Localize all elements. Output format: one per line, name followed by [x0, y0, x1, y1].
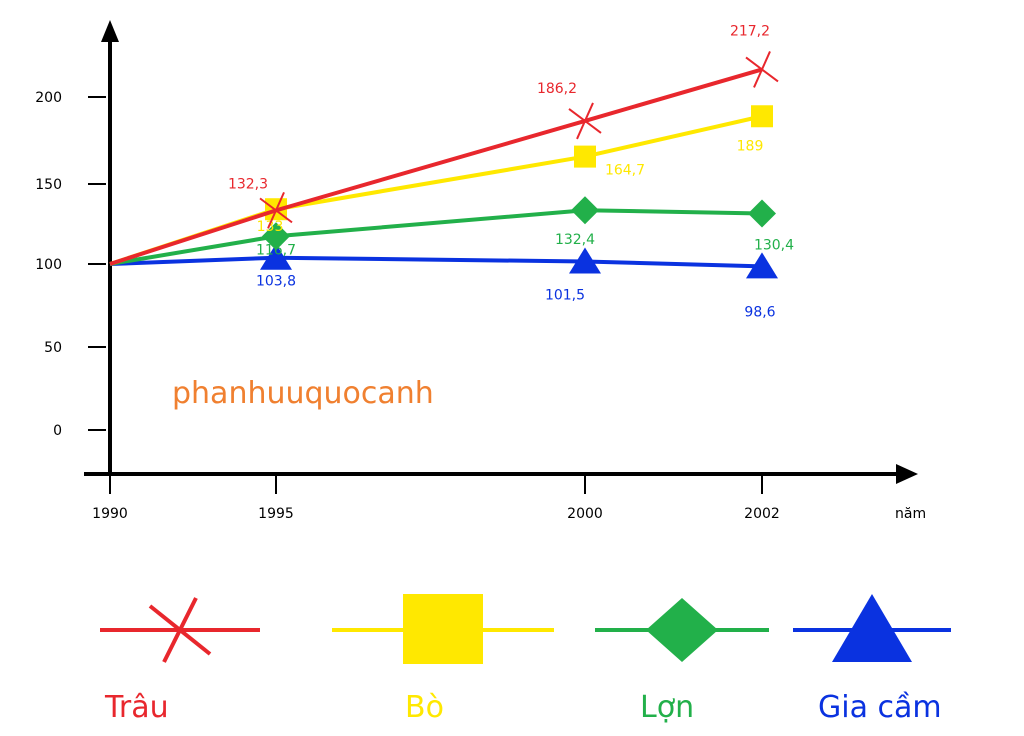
legend: Trâu Bò Lợn Gia cầm: [100, 594, 951, 725]
x-tick-label: 1995: [258, 506, 294, 522]
legend-label: Bò: [405, 690, 444, 725]
data-label: 189: [737, 138, 764, 154]
marker-x: [753, 51, 771, 88]
legend-marker: [646, 598, 718, 662]
data-label: 132,3: [228, 176, 268, 192]
y-tick-label: 100: [35, 257, 62, 273]
legend-label: Gia cầm: [818, 690, 942, 725]
data-label: 164,7: [605, 163, 645, 179]
marker-triangle: [569, 247, 601, 274]
x-axis-label: năm: [895, 506, 926, 522]
data-label: 103,8: [256, 274, 296, 290]
series-1: 133 164,7 189: [109, 105, 773, 266]
series-group: 103,8 101,5 98,6 116,7 132,4 130,4 133 164,7 189…: [109, 23, 794, 320]
data-label: 116,7: [256, 242, 296, 258]
x-tick-label: 1990: [92, 506, 128, 522]
data-label: 98,6: [744, 304, 775, 320]
marker-diamond: [571, 196, 599, 225]
legend-item: Gia cầm: [793, 594, 951, 725]
legend-label: Trâu: [104, 690, 169, 725]
legend-marker: [403, 594, 483, 664]
data-label: 217,2: [730, 23, 770, 39]
marker-triangle: [746, 252, 778, 279]
y-tick-label: 0: [53, 423, 62, 439]
series-line: [109, 255, 763, 269]
series-2: 116,7 132,4 130,4: [109, 196, 794, 266]
series-3: 103,8 101,5 98,6: [109, 243, 778, 320]
series-line: [109, 114, 763, 266]
x-tick-label: 2000: [567, 506, 603, 522]
marker-x: [576, 102, 594, 140]
marker-square: [751, 105, 773, 128]
data-label: 186,2: [537, 81, 577, 97]
legend-item: Lợn: [595, 598, 769, 725]
data-label: 130,4: [754, 238, 794, 254]
y-axis-arrow: [101, 20, 119, 42]
y-ticks: 0 50 100 150 200: [35, 90, 106, 439]
series-0: 132,3 186,2 217,2: [109, 23, 779, 266]
marker-x: [267, 191, 285, 229]
data-label: 132,4: [555, 232, 595, 248]
watermark-text: phanhuuquocanh: [172, 376, 434, 411]
marker-square: [574, 145, 596, 168]
axes: [84, 20, 918, 484]
x-tick-label: 2002: [744, 506, 780, 522]
marker-triangle: [260, 243, 292, 270]
marker-diamond: [262, 222, 290, 251]
y-tick-label: 50: [44, 340, 62, 356]
data-label: 101,5: [545, 288, 585, 304]
y-tick-label: 200: [35, 90, 62, 106]
marker-diamond: [748, 199, 776, 228]
x-ticks: 1990 1995 2000 2002: [92, 474, 780, 522]
legend-marker: [162, 597, 198, 663]
legend-marker: [832, 594, 912, 662]
legend-item: Bò: [332, 594, 554, 725]
series-line: [109, 208, 763, 266]
series-line: [109, 67, 763, 266]
x-axis-arrow: [896, 464, 918, 484]
legend-label: Lợn: [640, 690, 694, 725]
y-tick-label: 150: [35, 177, 62, 193]
data-label: 133: [257, 219, 284, 235]
legend-item: Trâu: [100, 597, 260, 725]
